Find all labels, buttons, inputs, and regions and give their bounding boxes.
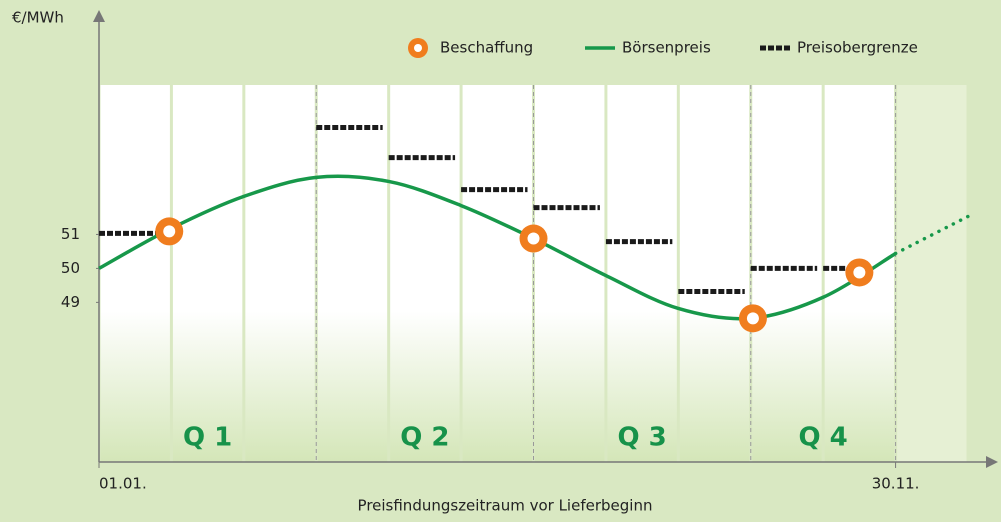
- y-tick-label: 49: [61, 293, 80, 311]
- x-tick-label: 01.01.: [99, 475, 147, 493]
- y-axis-label: €/MWh: [12, 9, 64, 27]
- x-axis-label: Preisfindungszeitraum vor Lieferbeginn: [358, 497, 653, 515]
- plot-column: [245, 85, 315, 462]
- plot-column: [100, 85, 170, 462]
- plot-column: [317, 85, 388, 462]
- y-axis-arrow: [93, 10, 105, 22]
- plot-column: [679, 85, 750, 462]
- quarter-label: Q 4: [799, 423, 848, 453]
- x-axis-arrow: [986, 456, 998, 468]
- legend-label: Börsenpreis: [622, 39, 711, 57]
- x-tick-label: 30.11.: [872, 475, 920, 493]
- procurement-point-hole: [853, 266, 866, 279]
- quarter-label: Q 3: [618, 423, 667, 453]
- plot-column: [607, 85, 677, 462]
- legend-label: Beschaffung: [440, 39, 533, 57]
- y-tick-label: 51: [61, 225, 80, 243]
- plot-column: [752, 85, 822, 462]
- plot-column: [897, 85, 967, 462]
- procurement-point-hole: [746, 312, 759, 325]
- y-tick-label: 50: [61, 259, 80, 277]
- legend-label: Preisobergrenze: [797, 39, 918, 57]
- plot-column: [535, 85, 605, 462]
- plot-column: [390, 85, 460, 462]
- legend-icon-hole: [414, 44, 422, 52]
- procurement-point-hole: [527, 232, 540, 245]
- procurement-point-hole: [163, 225, 176, 238]
- plot-column: [462, 85, 532, 462]
- price-forecast: [893, 214, 970, 256]
- quarter-label: Q 2: [400, 423, 449, 453]
- plot-column: [172, 85, 243, 462]
- quarter-label: Q 1: [183, 423, 232, 453]
